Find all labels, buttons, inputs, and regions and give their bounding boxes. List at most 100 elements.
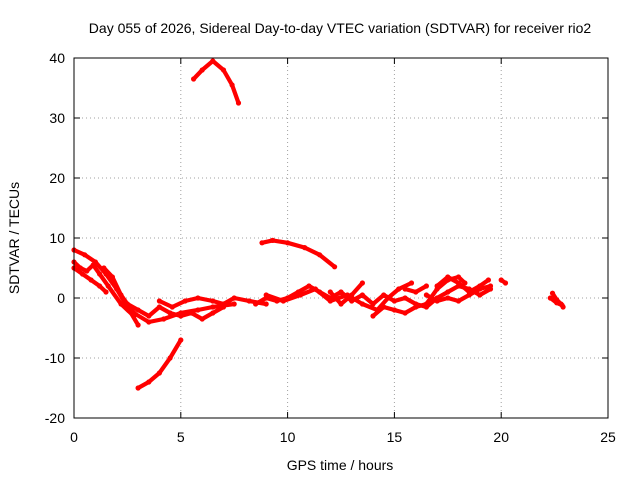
data-point <box>178 337 184 343</box>
data-point <box>327 298 333 304</box>
data-point <box>559 302 565 308</box>
data-point <box>191 76 197 82</box>
data-point <box>135 385 141 391</box>
data-point <box>263 292 269 298</box>
data-point <box>402 295 408 301</box>
data-point <box>297 292 303 298</box>
data-point <box>502 280 509 286</box>
data-point <box>402 286 408 292</box>
x-axis-label: GPS time / hours <box>287 457 394 473</box>
series-arc-13 <box>370 274 468 319</box>
data-point <box>105 283 111 289</box>
data-point <box>332 264 338 270</box>
data-point <box>124 301 130 307</box>
data-point <box>231 295 237 301</box>
data-point <box>167 355 173 361</box>
y-tick-label: 20 <box>49 170 65 186</box>
data-point <box>82 252 88 258</box>
data-point <box>359 292 365 298</box>
data-point <box>423 283 429 289</box>
data-point <box>135 307 141 313</box>
series-arc-8 <box>191 58 242 106</box>
data-point <box>445 289 451 295</box>
data-point <box>156 304 162 310</box>
series-arc-11 <box>263 280 415 313</box>
data-point <box>135 322 141 328</box>
y-tick-label: 10 <box>49 230 65 246</box>
data-point <box>477 292 483 298</box>
series-arc-15 <box>402 283 429 295</box>
data-point <box>220 301 227 307</box>
x-tick-label: 10 <box>280 429 296 445</box>
data-point <box>118 301 124 307</box>
data-point <box>167 310 173 316</box>
data-point <box>79 271 86 277</box>
x-tick-label: 0 <box>70 429 78 445</box>
data-point <box>317 252 323 258</box>
series-arc-4 <box>101 265 237 325</box>
data-point <box>229 82 235 88</box>
axis-ticks <box>73 57 609 419</box>
data-point <box>381 292 387 298</box>
data-point <box>156 298 162 304</box>
data-point <box>178 313 184 319</box>
data-point <box>84 268 90 274</box>
x-tick-label: 5 <box>177 429 185 445</box>
data-point <box>359 280 365 286</box>
data-point <box>445 295 451 301</box>
data-point <box>306 283 312 289</box>
y-tick-label: -10 <box>45 350 65 366</box>
series-arc-10 <box>253 283 494 310</box>
data-point <box>118 292 124 298</box>
data-point <box>131 310 137 316</box>
y-tick-label: 40 <box>49 50 65 66</box>
data-point <box>327 289 333 295</box>
data-point <box>210 298 216 304</box>
data-point <box>101 265 107 271</box>
series-arc-9 <box>259 237 338 270</box>
data-point <box>434 298 440 304</box>
data-point <box>210 310 216 316</box>
series-arc-19 <box>547 295 565 308</box>
series-arc-3 <box>71 265 109 295</box>
y-tick-label: 0 <box>57 290 65 306</box>
data-point <box>97 271 103 277</box>
series-arc-16 <box>434 274 491 295</box>
data-point <box>547 295 553 301</box>
data-point <box>253 301 259 307</box>
data-point <box>455 298 462 304</box>
data-point <box>182 298 188 304</box>
series-line <box>125 301 226 322</box>
data-point <box>413 289 419 295</box>
data-point <box>498 277 504 283</box>
data-point <box>413 304 419 310</box>
tick-labels: 0 5 10 15 20 25 -20 -10 0 10 20 30 40 <box>45 50 616 445</box>
data-point <box>90 262 96 268</box>
data-point <box>199 67 205 73</box>
data-point <box>349 292 355 298</box>
data-point <box>210 304 216 310</box>
data-point <box>402 310 408 316</box>
series-line <box>136 337 183 391</box>
data-point <box>466 289 472 295</box>
data-point <box>554 300 560 306</box>
data-point <box>338 301 344 307</box>
x-tick-label: 20 <box>493 429 509 445</box>
chart-title: Day 055 of 2026, Sidereal Day-to-day VTE… <box>89 20 592 36</box>
data-point <box>263 301 269 307</box>
data-point <box>381 304 387 310</box>
data-point <box>455 274 462 280</box>
data-point <box>146 319 152 325</box>
series-line <box>101 265 237 325</box>
series-arc-12 <box>327 280 365 307</box>
data-point <box>88 277 94 283</box>
data-point <box>195 307 201 313</box>
y-tick-label: 30 <box>49 110 65 126</box>
data-point <box>146 313 152 319</box>
data-point <box>391 298 397 304</box>
data-point <box>235 100 242 106</box>
data-point <box>370 313 376 319</box>
grid-lines <box>74 58 608 418</box>
series-arc-2 <box>71 259 137 319</box>
